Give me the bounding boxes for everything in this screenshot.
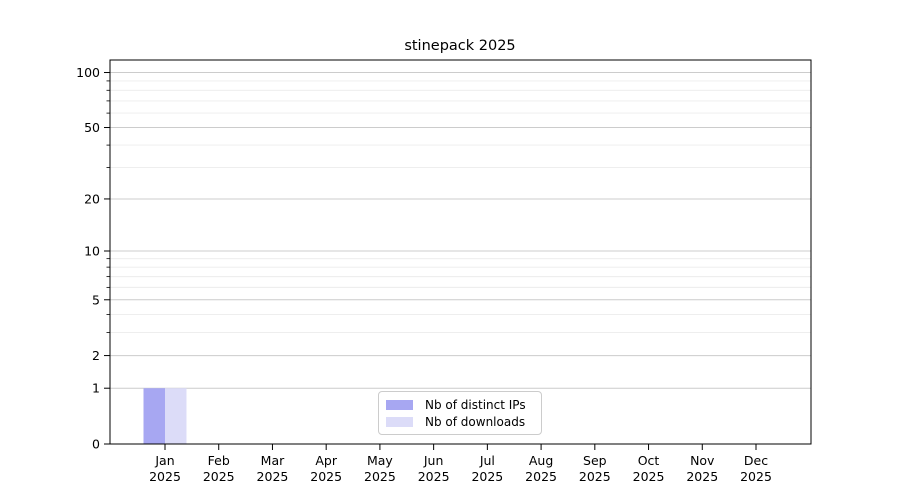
x-tick-label: May xyxy=(367,453,393,468)
x-tick-label: 2025 xyxy=(740,469,772,484)
x-tick-label: Oct xyxy=(638,453,660,468)
x-tick-label: 2025 xyxy=(418,469,450,484)
chart-title: stinepack 2025 xyxy=(404,38,515,54)
x-tick-label: 2025 xyxy=(149,469,181,484)
legend: Nb of distinct IPs Nb of downloads xyxy=(378,391,542,435)
x-tick-label: Aug xyxy=(529,453,553,468)
y-tick-label: 2 xyxy=(92,348,100,363)
x-tick-label: 2025 xyxy=(364,469,396,484)
x-tick-label: 2025 xyxy=(525,469,557,484)
x-tick-label: Jul xyxy=(479,453,495,468)
bar-distinct-ips-0 xyxy=(143,388,165,444)
y-tick-label: 50 xyxy=(84,120,100,135)
x-tick-label: Feb xyxy=(208,453,230,468)
y-tick-label: 5 xyxy=(92,292,100,307)
y-tick-label: 1 xyxy=(92,381,100,396)
x-tick-label: Nov xyxy=(690,453,715,468)
x-tick-label: 2025 xyxy=(257,469,289,484)
x-tick-label: 2025 xyxy=(203,469,235,484)
legend-item-downloads: Nb of downloads xyxy=(386,413,533,430)
x-tick-label: 2025 xyxy=(686,469,718,484)
x-tick-label: 2025 xyxy=(633,469,665,484)
legend-label-downloads: Nb of downloads xyxy=(425,414,526,429)
x-tick-label: Mar xyxy=(261,453,285,468)
y-tick-label: 0 xyxy=(92,437,100,452)
legend-swatch-distinct-ips-icon xyxy=(386,399,413,410)
x-tick-label: 2025 xyxy=(579,469,611,484)
x-tick-label: 2025 xyxy=(310,469,342,484)
x-tick-label: Jun xyxy=(423,453,444,468)
x-tick-label: Apr xyxy=(315,453,337,468)
y-tick-label: 20 xyxy=(84,191,100,206)
x-tick-label: Dec xyxy=(744,453,768,468)
x-tick-label: Jan xyxy=(154,453,174,468)
plot-frame xyxy=(109,59,812,445)
bar-downloads-0 xyxy=(165,388,187,444)
x-tick-label: 2025 xyxy=(471,469,503,484)
x-tick-label: Sep xyxy=(583,453,607,468)
legend-label-distinct-ips: Nb of distinct IPs xyxy=(425,397,526,412)
y-tick-label: 100 xyxy=(76,65,100,80)
legend-swatch-downloads-icon xyxy=(386,416,413,427)
legend-item-distinct-ips: Nb of distinct IPs xyxy=(386,396,533,413)
y-tick-label: 10 xyxy=(84,243,100,258)
